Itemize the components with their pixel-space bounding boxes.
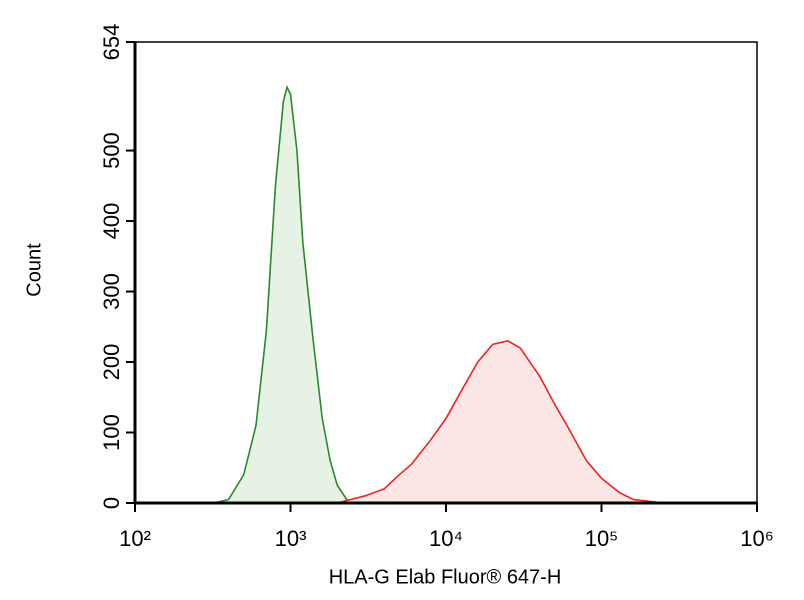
- x-tick-label: 10²: [119, 526, 151, 551]
- y-tick-label: 500: [99, 132, 124, 169]
- x-tick-label: 10⁴: [429, 526, 463, 551]
- y-tick-label: 200: [99, 344, 124, 381]
- y-tick-label: 654: [99, 24, 124, 61]
- x-tick-label: 10⁶: [740, 526, 774, 551]
- x-tick-label: 10⁵: [585, 526, 619, 551]
- y-tick-label: 400: [99, 203, 124, 240]
- y-tick-label: 0: [99, 497, 124, 509]
- y-tick-label: 300: [99, 273, 124, 310]
- series-line: [213, 84, 353, 504]
- y-tick-label: 100: [99, 414, 124, 451]
- x-axis-label: HLA-G Elab Fluor® 647-H: [329, 566, 562, 588]
- x-tick-label: 10³: [275, 526, 307, 551]
- series-line: [337, 340, 664, 504]
- series-area: [213, 87, 353, 503]
- series-area: [337, 340, 664, 503]
- y-axis-label: Count: [23, 243, 45, 297]
